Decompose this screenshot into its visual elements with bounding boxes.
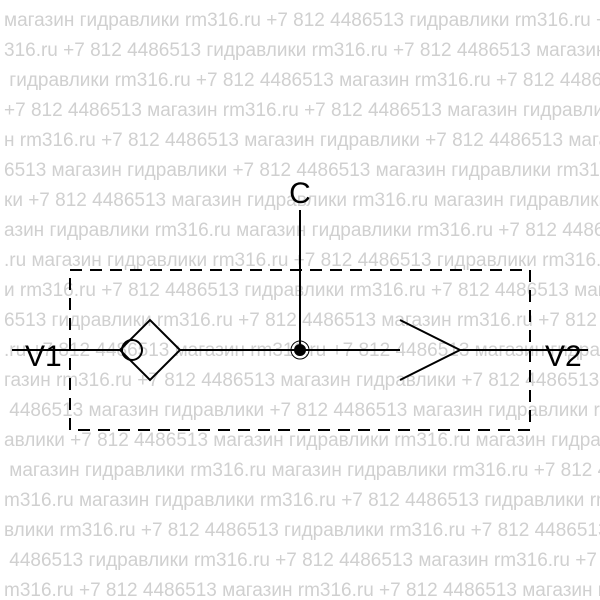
port-label: V2 xyxy=(545,340,582,373)
port-label: C xyxy=(289,177,311,210)
hydraulic-schematic: C V1 V2 xyxy=(0,0,600,600)
port-label: V1 xyxy=(25,340,62,373)
diagram-stage: магазин гидравлики rm316.ru +7 812 44865… xyxy=(0,0,600,600)
